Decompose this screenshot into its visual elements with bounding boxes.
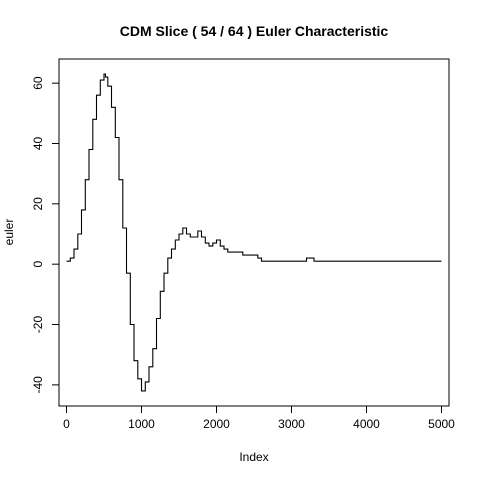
y-tick-label: -40 bbox=[31, 376, 45, 394]
x-tick-label: 5000 bbox=[428, 417, 455, 431]
y-tick-label: 0 bbox=[31, 261, 45, 268]
x-axis-label: Index bbox=[239, 450, 268, 464]
x-tick-label: 0 bbox=[63, 417, 70, 431]
x-tick-label: 2000 bbox=[203, 417, 230, 431]
series-line bbox=[66, 73, 442, 392]
plot-frame bbox=[58, 58, 450, 407]
y-axis: -40 -20 0 20 40 60 bbox=[31, 76, 60, 394]
series-group bbox=[66, 73, 442, 392]
y-tick-label: 40 bbox=[31, 136, 45, 150]
y-axis-label: euler bbox=[2, 219, 16, 246]
x-tick-label: 4000 bbox=[353, 417, 380, 431]
x-axis: 0 1000 2000 3000 4000 5000 bbox=[63, 405, 455, 431]
y-tick-label: 20 bbox=[31, 197, 45, 211]
y-tick-label: -20 bbox=[31, 316, 45, 334]
y-tick-label: 60 bbox=[31, 76, 45, 90]
x-tick-label: 3000 bbox=[278, 417, 305, 431]
chart-title: CDM Slice ( 54 / 64 ) Euler Characterist… bbox=[120, 23, 389, 39]
x-tick-label: 1000 bbox=[128, 417, 155, 431]
